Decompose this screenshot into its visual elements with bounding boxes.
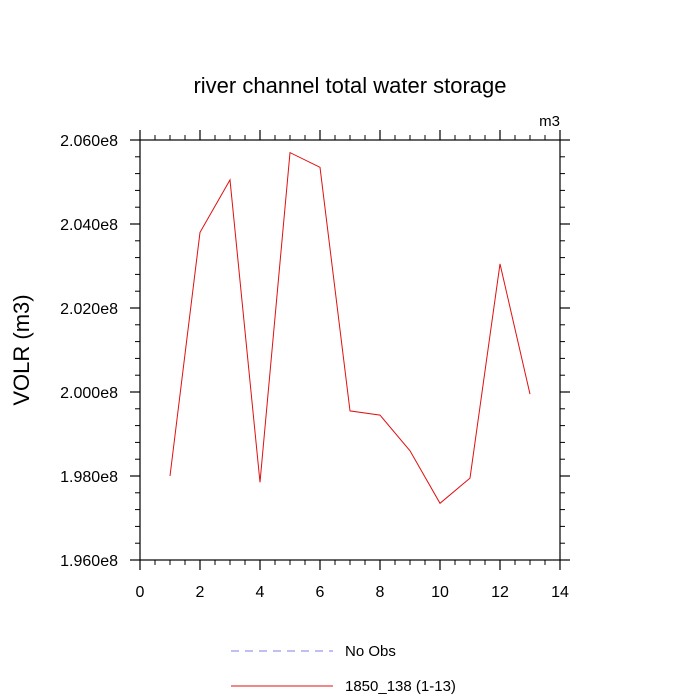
x-tick-label: 4 bbox=[256, 584, 265, 601]
x-tick-label: 14 bbox=[551, 584, 569, 601]
chart-title: river channel total water storage bbox=[193, 73, 506, 98]
ticks-layer bbox=[130, 130, 570, 570]
plot-frame bbox=[139, 139, 561, 561]
series-line-1 bbox=[169, 151, 531, 505]
units-label: m3 bbox=[539, 113, 560, 130]
tick-labels-layer: 0 2 4 6 8 10 12 14 1.960e8 1.980e8 2.000e8 2.020e8 2… bbox=[60, 133, 569, 601]
y-tick-label: 1.980e8 bbox=[60, 469, 118, 486]
legend-label-0: No Obs bbox=[345, 643, 396, 660]
y-tick-label: 2.040e8 bbox=[60, 217, 118, 234]
x-tick-label: 12 bbox=[491, 584, 509, 601]
y-tick-label: 2.060e8 bbox=[60, 133, 118, 150]
y-axis-title: VOLR (m3) bbox=[9, 294, 34, 405]
legend-label-1: 1850_138 (1-13) bbox=[345, 678, 456, 695]
x-tick-label: 8 bbox=[376, 584, 385, 601]
x-tick-label: 0 bbox=[136, 584, 145, 601]
y-tick-label: 1.960e8 bbox=[60, 553, 118, 570]
x-tick-label: 2 bbox=[196, 584, 205, 601]
x-tick-label: 10 bbox=[431, 584, 449, 601]
series-layer bbox=[169, 151, 531, 505]
y-tick-label: 2.000e8 bbox=[60, 385, 118, 402]
y-tick-label: 2.020e8 bbox=[60, 301, 118, 318]
x-tick-label: 6 bbox=[316, 584, 325, 601]
legend: No Obs 1850_138 (1-13) bbox=[231, 643, 456, 695]
